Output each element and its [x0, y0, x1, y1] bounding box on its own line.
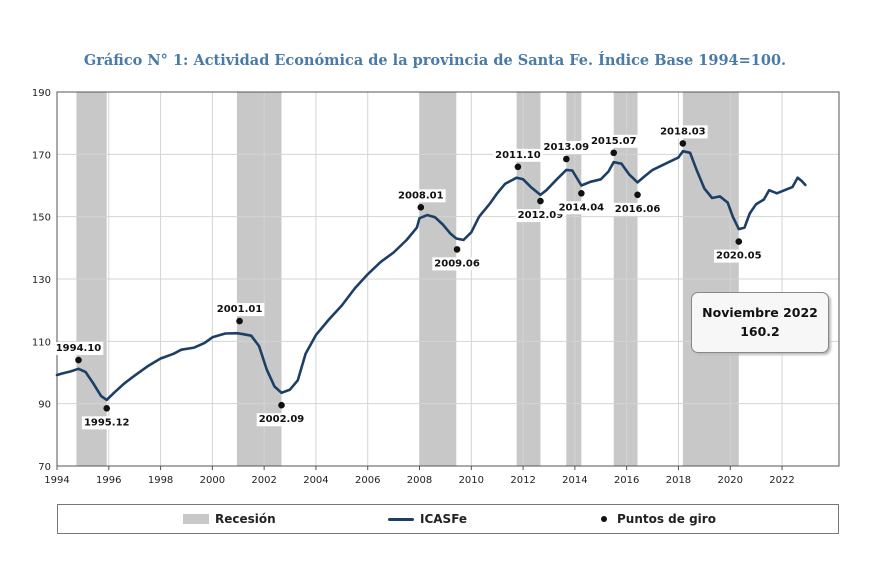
turning-point-label-1995.12: 1995.12 [84, 417, 130, 428]
turning-point-label-bg-2016.06 [612, 202, 663, 216]
turning-point-label-bg-1995.12 [81, 416, 132, 430]
turning-point-1995.12 [103, 405, 111, 412]
x-tick-label-2000: 2000 [200, 475, 225, 486]
gridlines [56, 92, 839, 466]
legend-item-points: Puntos de giro [601, 512, 716, 526]
turning-point-label-1994.10: 1994.10 [56, 343, 102, 354]
turning-point-2012.09 [537, 197, 544, 205]
turning-point-2020.05 [735, 238, 743, 245]
turning-point-label-bg-1994.10 [53, 342, 104, 356]
turning-point-label-2016.06: 2016.06 [615, 204, 661, 215]
latest-value-callout: Noviembre 2022 160.2 [691, 292, 829, 353]
turning-point-dot-icon [601, 516, 607, 522]
y-tick-label-130: 130 [32, 275, 51, 286]
legend-item-series: ICASFe [388, 512, 467, 526]
y-tick-label-110: 110 [32, 337, 51, 348]
chart-title: Gráfico N° 1: Actividad Económica de la … [83, 52, 787, 69]
y-tick-label-150: 150 [32, 213, 51, 224]
turning-point-label-bg-2014.04 [556, 201, 607, 215]
y-tick-label-190: 190 [32, 88, 51, 99]
turning-point-label-bg-2013.09 [541, 141, 592, 155]
x-tick-label-2010: 2010 [459, 475, 484, 486]
turning-point-2016.06 [634, 191, 641, 199]
axis-ticks: 1994 1996 1998 2000 2002 2004 2006 2008 2010 2012… [32, 88, 795, 486]
series-line-icasfe [55, 149, 807, 402]
turning-point-label-2015.07: 2015.07 [591, 136, 637, 147]
x-tick-label-2022: 2022 [769, 475, 794, 486]
x-tick-label-1998: 1998 [148, 475, 173, 486]
turning-point-label-2013.09: 2013.09 [544, 142, 590, 153]
legend-label-series: ICASFe [420, 512, 468, 526]
turning-point-label-2001.01: 2001.01 [217, 304, 263, 315]
legend-item-recession: Recesión [183, 512, 276, 526]
turning-point-label-bg-2001.01 [214, 303, 265, 317]
turning-point-label-2011.10: 2011.10 [495, 150, 541, 161]
turning-point-label-bg-2009.06 [432, 257, 482, 271]
x-tick-label-2012: 2012 [510, 475, 535, 486]
turning-point-label-2018.03: 2018.03 [660, 126, 706, 137]
x-tick-label-1996: 1996 [96, 475, 121, 486]
callout-date: Noviembre 2022 [702, 305, 818, 320]
y-tick-label-170: 170 [32, 150, 51, 161]
turning-point-label-2020.05: 2020.05 [716, 251, 762, 262]
recession-swatch [183, 514, 209, 524]
x-tick-label-2018: 2018 [666, 475, 691, 486]
turning-point-2011.10 [514, 163, 522, 171]
legend-label-recession: Recesión [215, 512, 276, 526]
turning-point-label-bg-2020.05 [714, 249, 764, 263]
turning-point-2002.09 [278, 401, 285, 409]
turning-point-label-2008.01: 2008.01 [398, 190, 444, 201]
y-tick-label-90: 90 [38, 400, 51, 411]
turning-point-label-bg-2011.10 [493, 148, 543, 162]
x-tick-label-2016: 2016 [614, 475, 639, 486]
x-tick-label-2014: 2014 [562, 475, 587, 486]
turning-point-1994.10 [75, 356, 82, 364]
turning-point-label-bg-2015.07 [588, 134, 639, 148]
plot-frame [56, 91, 840, 467]
legend: Recesión ICASFe Puntos de giro [57, 504, 839, 534]
turning-point-label-bg-2018.03 [658, 125, 708, 139]
turning-points: 1994.10 1995.12 2001.01 2002.09 2008.01 2009.… [53, 125, 764, 430]
turning-point-2018.03 [679, 140, 687, 147]
turning-point-label-2012.09: 2012.09 [518, 210, 564, 221]
x-tick-label-2002: 2002 [251, 475, 276, 486]
turning-point-label-bg-2012.09 [515, 209, 566, 223]
turning-point-label-2009.06: 2009.06 [434, 258, 480, 269]
turning-point-2013.09 [563, 155, 570, 163]
turning-point-label-2002.09: 2002.09 [259, 414, 305, 425]
x-tick-label-1994: 1994 [44, 475, 69, 486]
turning-point-2009.06 [453, 246, 461, 253]
turning-point-2001.01 [236, 317, 243, 325]
callout-value: 160.2 [740, 324, 780, 339]
x-tick-label-2006: 2006 [355, 475, 380, 486]
turning-point-label-2014.04: 2014.04 [559, 202, 605, 213]
x-tick-label-2020: 2020 [718, 475, 743, 486]
turning-point-label-bg-2008.01 [396, 189, 446, 203]
x-tick-label-2008: 2008 [407, 475, 432, 486]
turning-point-label-bg-2002.09 [256, 413, 307, 427]
y-tick-label-70: 70 [38, 462, 51, 473]
turning-point-2008.01 [417, 204, 425, 211]
series-swatch [388, 517, 414, 521]
turning-point-2014.04 [578, 189, 585, 197]
legend-label-points: Puntos de giro [617, 512, 716, 526]
turning-point-2015.07 [610, 149, 618, 157]
line-chart: 1994 1996 1998 2000 2002 2004 2006 2008 2010 2012… [32, 88, 840, 486]
x-tick-label-2004: 2004 [303, 475, 328, 486]
